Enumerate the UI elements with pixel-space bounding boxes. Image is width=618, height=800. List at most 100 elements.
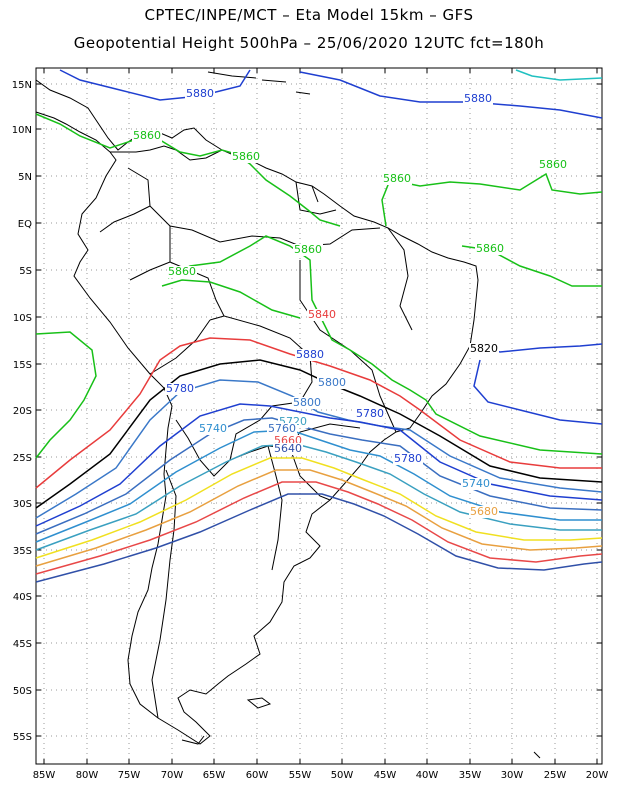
contour-label-bg <box>185 88 215 100</box>
contour-5680 <box>35 469 603 567</box>
lon-label: 45W <box>374 770 397 781</box>
contour-label: 5880 <box>186 87 214 100</box>
lon-label: 80W <box>76 770 99 781</box>
country-borders <box>267 445 283 571</box>
contour-label-bg <box>292 397 322 409</box>
contour-label-bg <box>132 130 162 142</box>
contour-label-bg <box>273 443 303 455</box>
contour-label-bg <box>307 309 337 321</box>
contour-label-bg <box>538 159 568 171</box>
lon-label: 75W <box>118 770 141 781</box>
contour-label-bg <box>295 349 325 361</box>
contour-label: 5860 <box>294 243 322 256</box>
contour-label-bg <box>167 266 197 278</box>
contour-label-bg <box>317 377 347 389</box>
lat-label: 5N <box>18 172 32 183</box>
contour-label: 5860 <box>232 150 260 163</box>
country-borders <box>149 315 225 375</box>
lat-label: EQ <box>18 219 32 230</box>
country-borders <box>99 205 171 281</box>
contour-label-bg <box>165 383 195 395</box>
contour-label-bg <box>469 343 499 355</box>
contour-label-bg <box>469 506 499 518</box>
lat-label: 10S <box>13 313 32 324</box>
contour-labels: 5880 5880 5860 5860 5860 5860 5860 5860 5860 5840… <box>132 87 568 518</box>
lat-label: 55S <box>13 732 32 743</box>
country-borders <box>151 469 177 719</box>
contour-5780 <box>35 403 603 527</box>
contour-label-bg <box>293 244 323 256</box>
lon-label: 25W <box>544 770 567 781</box>
islands-south <box>533 751 541 759</box>
contour-label: 5780 <box>394 452 422 465</box>
axis-ticks <box>36 68 602 764</box>
lon-label: 70W <box>161 770 184 781</box>
contour-label-bg <box>355 408 385 420</box>
lon-label: 50W <box>331 770 354 781</box>
contour-5660 <box>35 481 603 575</box>
islands-south <box>181 735 205 745</box>
map-title: CPTEC/INPE/MCT – Eta Model 15km – GFS <box>144 6 474 24</box>
lon-label: 65W <box>203 770 226 781</box>
contour-label: 5680 <box>470 505 498 518</box>
contour-5880-east-loop <box>473 359 603 425</box>
lat-label: 5S <box>19 266 32 277</box>
contour-5720 <box>35 443 602 551</box>
contour-label: 5840 <box>308 308 336 321</box>
contour-label: 5740 <box>199 422 227 435</box>
lon-label: 85W <box>33 770 56 781</box>
contour-label-bg <box>463 93 493 105</box>
contour-label: 5740 <box>462 477 490 490</box>
contour-5700 <box>35 457 603 559</box>
contour-5860-west <box>35 331 97 459</box>
contour-label: 5880 <box>464 92 492 105</box>
contour-label-bg <box>198 423 228 435</box>
contour-5900 <box>515 69 603 81</box>
contour-label: 5860 <box>383 172 411 185</box>
map-subtitle: Geopotential Height 500hPa – 25/06/2020 … <box>73 34 545 52</box>
lat-label: 15S <box>13 360 32 371</box>
lon-label: 60W <box>246 770 269 781</box>
contour-5860-north <box>35 113 341 227</box>
contour-5860-central <box>167 235 603 455</box>
contour-5860-valley <box>161 279 301 319</box>
contour-5860-east <box>381 172 603 227</box>
contour-label: 5760 <box>268 422 296 435</box>
caribbean-islands <box>207 71 311 95</box>
contour-label: 5860 <box>539 158 567 171</box>
country-borders <box>387 227 413 331</box>
contour-label: 5780 <box>356 407 384 420</box>
contour-label: 5860 <box>133 129 161 142</box>
country-borders <box>127 167 381 247</box>
lat-label: 10N <box>12 125 32 136</box>
contour-5880-north <box>59 69 251 101</box>
lat-label: 40S <box>13 592 32 603</box>
contour-5840 <box>35 337 602 489</box>
lat-label: 20S <box>13 406 32 417</box>
contour-label: 5780 <box>166 382 194 395</box>
latitude-labels: 15N 10N 5N EQ 5S 10S 15S 20S 25S 30S 35S 40S 45S 50S 5… <box>12 80 32 743</box>
contour-label: 5860 <box>168 265 196 278</box>
contour-label: 5880 <box>296 348 324 361</box>
contour-5820 <box>35 359 603 509</box>
contour-label: 5820 <box>470 342 498 355</box>
lat-label: 15N <box>12 80 32 91</box>
contour-label-bg <box>475 243 505 255</box>
lon-label: 30W <box>501 770 524 781</box>
contour-label-bg <box>393 453 423 465</box>
lat-label: 25S <box>13 453 32 464</box>
lat-label: 45S <box>13 639 32 650</box>
coastlines <box>35 71 541 759</box>
lat-label: 30S <box>13 499 32 510</box>
contour-5640 <box>35 493 603 583</box>
contour-label-bg <box>382 173 412 185</box>
contour-label: 5640 <box>274 442 302 455</box>
central-america-coast-pacific <box>35 111 111 153</box>
lon-label: 35W <box>459 770 482 781</box>
lon-label: 55W <box>289 770 312 781</box>
contour-label-bg <box>267 423 297 435</box>
contour-label: 5800 <box>293 396 321 409</box>
lon-label: 40W <box>416 770 439 781</box>
islands-south <box>246 697 272 709</box>
